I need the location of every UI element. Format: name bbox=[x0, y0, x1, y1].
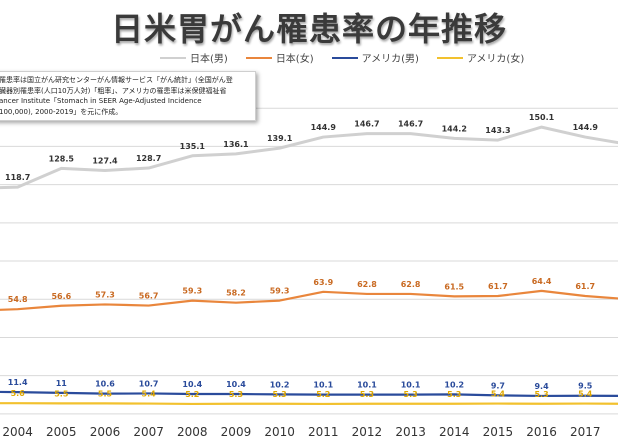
series-line bbox=[0, 289, 618, 311]
data-label: 5.3 bbox=[360, 390, 374, 399]
data-label: 10.2 bbox=[270, 380, 290, 389]
gridlines bbox=[0, 107, 618, 415]
data-label: 5.2 bbox=[316, 390, 330, 399]
data-label: 128.7 bbox=[136, 154, 161, 163]
x-tick-label: 2005 bbox=[46, 425, 77, 439]
data-label: 5.4 bbox=[142, 390, 157, 399]
x-axis: 2004 2005 2006 2007 2008 2009 2010 2011 2012 2013… bbox=[2, 425, 601, 439]
x-tick-label: 2004 bbox=[2, 425, 33, 439]
data-label: 5.3 bbox=[229, 390, 243, 399]
data-label: 57.3 bbox=[95, 290, 115, 299]
x-tick-label: 2011 bbox=[308, 425, 339, 439]
data-label: 5.5 bbox=[54, 389, 69, 398]
data-label: 56.7 bbox=[139, 292, 159, 301]
data-label: 144.9 bbox=[311, 123, 337, 132]
data-label: 61.7 bbox=[488, 282, 508, 291]
data-label: 64.4 bbox=[532, 277, 552, 286]
data-label: 5.2 bbox=[185, 390, 199, 399]
legend: 日本(男) 日本(女) アメリカ(男) アメリカ(女) bbox=[160, 50, 524, 65]
data-label: 143.3 bbox=[485, 126, 510, 135]
data-label: 127.4 bbox=[92, 156, 118, 165]
data-label: 63.9 bbox=[313, 278, 333, 287]
data-label: 139.1 bbox=[267, 134, 293, 143]
x-tick-label: 2016 bbox=[526, 425, 557, 439]
legend-item: アメリカ(女) bbox=[436, 50, 525, 65]
data-label: 10.4 bbox=[182, 380, 202, 389]
data-label: 59.3 bbox=[182, 287, 202, 296]
data-label: 128.5 bbox=[49, 154, 75, 163]
data-label: 146.7 bbox=[398, 120, 423, 129]
data-label: 5.3 bbox=[447, 390, 461, 399]
legend-item: 日本(男) bbox=[160, 50, 228, 65]
legend-label: 日本(女) bbox=[275, 54, 314, 65]
data-label: 10.1 bbox=[357, 381, 377, 390]
data-label: 10.1 bbox=[313, 381, 333, 390]
data-label: 5.4 bbox=[578, 390, 593, 399]
x-tick-label: 2013 bbox=[395, 425, 426, 439]
legend-swatch bbox=[245, 56, 272, 59]
x-tick-label: 2015 bbox=[483, 425, 514, 439]
data-label: 9.5 bbox=[578, 382, 593, 391]
data-label: 10.4 bbox=[226, 380, 246, 389]
x-tick-label: 2017 bbox=[570, 425, 601, 439]
legend-item: アメリカ(男) bbox=[331, 50, 419, 65]
x-tick-label: 2006 bbox=[90, 425, 121, 439]
x-tick-label: 2014 bbox=[439, 425, 470, 439]
data-label: 56.6 bbox=[51, 292, 71, 301]
chart-title: 日米胃がん罹患率の年推移 bbox=[110, 10, 507, 48]
data-label: 10.1 bbox=[401, 381, 421, 390]
data-label: 9.4 bbox=[534, 382, 549, 391]
x-tick-label: 2012 bbox=[352, 425, 383, 439]
legend-label: 日本(男) bbox=[190, 54, 228, 65]
legend-label: アメリカ(男) bbox=[361, 54, 419, 65]
data-label: 5.3 bbox=[534, 390, 548, 399]
data-label: 11 bbox=[56, 379, 68, 388]
data-label: 59.3 bbox=[270, 287, 290, 296]
data-label: 5.4 bbox=[491, 390, 506, 399]
legend-swatch bbox=[331, 56, 358, 59]
series-layer bbox=[0, 125, 618, 406]
series-line bbox=[0, 125, 618, 190]
data-label: 146.7 bbox=[354, 120, 379, 129]
data-label: 150.1 bbox=[529, 113, 555, 122]
data-label: 5.6 bbox=[11, 389, 26, 398]
data-label: 135.1 bbox=[180, 142, 206, 151]
legend-swatch bbox=[160, 56, 186, 59]
data-label: 61.7 bbox=[575, 282, 595, 291]
data-label: 54.8 bbox=[8, 295, 28, 304]
x-tick-label: 2008 bbox=[177, 425, 208, 439]
data-label: 118.7 bbox=[5, 173, 30, 182]
x-tick-label: 2007 bbox=[133, 425, 164, 439]
data-label: 62.8 bbox=[357, 280, 377, 289]
data-label: 5.5 bbox=[98, 389, 113, 398]
data-label: 10.6 bbox=[95, 380, 115, 389]
data-label: 144.9 bbox=[573, 123, 599, 132]
data-label: 58.2 bbox=[226, 289, 246, 298]
data-label: 11.4 bbox=[8, 378, 28, 387]
data-label: 5.3 bbox=[404, 390, 418, 399]
data-label: 61.5 bbox=[444, 282, 464, 291]
data-label: 10.2 bbox=[444, 380, 464, 389]
series-line bbox=[0, 390, 618, 398]
data-label: 9.7 bbox=[491, 381, 505, 390]
data-label-layer: 118.7 128.5 127.4 128.7 135.1 136.1 139.1 144.9… bbox=[5, 113, 598, 399]
data-label: 10.7 bbox=[139, 379, 159, 388]
legend-label: アメリカ(女) bbox=[466, 54, 525, 65]
data-label: 62.8 bbox=[401, 280, 421, 289]
legend-swatch bbox=[436, 56, 463, 59]
data-label: 144.2 bbox=[442, 124, 467, 133]
series-line bbox=[0, 402, 618, 406]
source-note: 罹患率は国立がん研究センターがん情報サービス「がん統計」(全国がん登 臓器別罹患… bbox=[0, 71, 256, 121]
legend-item: 日本(女) bbox=[245, 50, 314, 65]
x-tick-label: 2009 bbox=[221, 425, 252, 439]
data-label: 5.3 bbox=[273, 390, 287, 399]
data-label: 136.1 bbox=[223, 140, 249, 149]
x-tick-label: 2010 bbox=[264, 425, 295, 439]
